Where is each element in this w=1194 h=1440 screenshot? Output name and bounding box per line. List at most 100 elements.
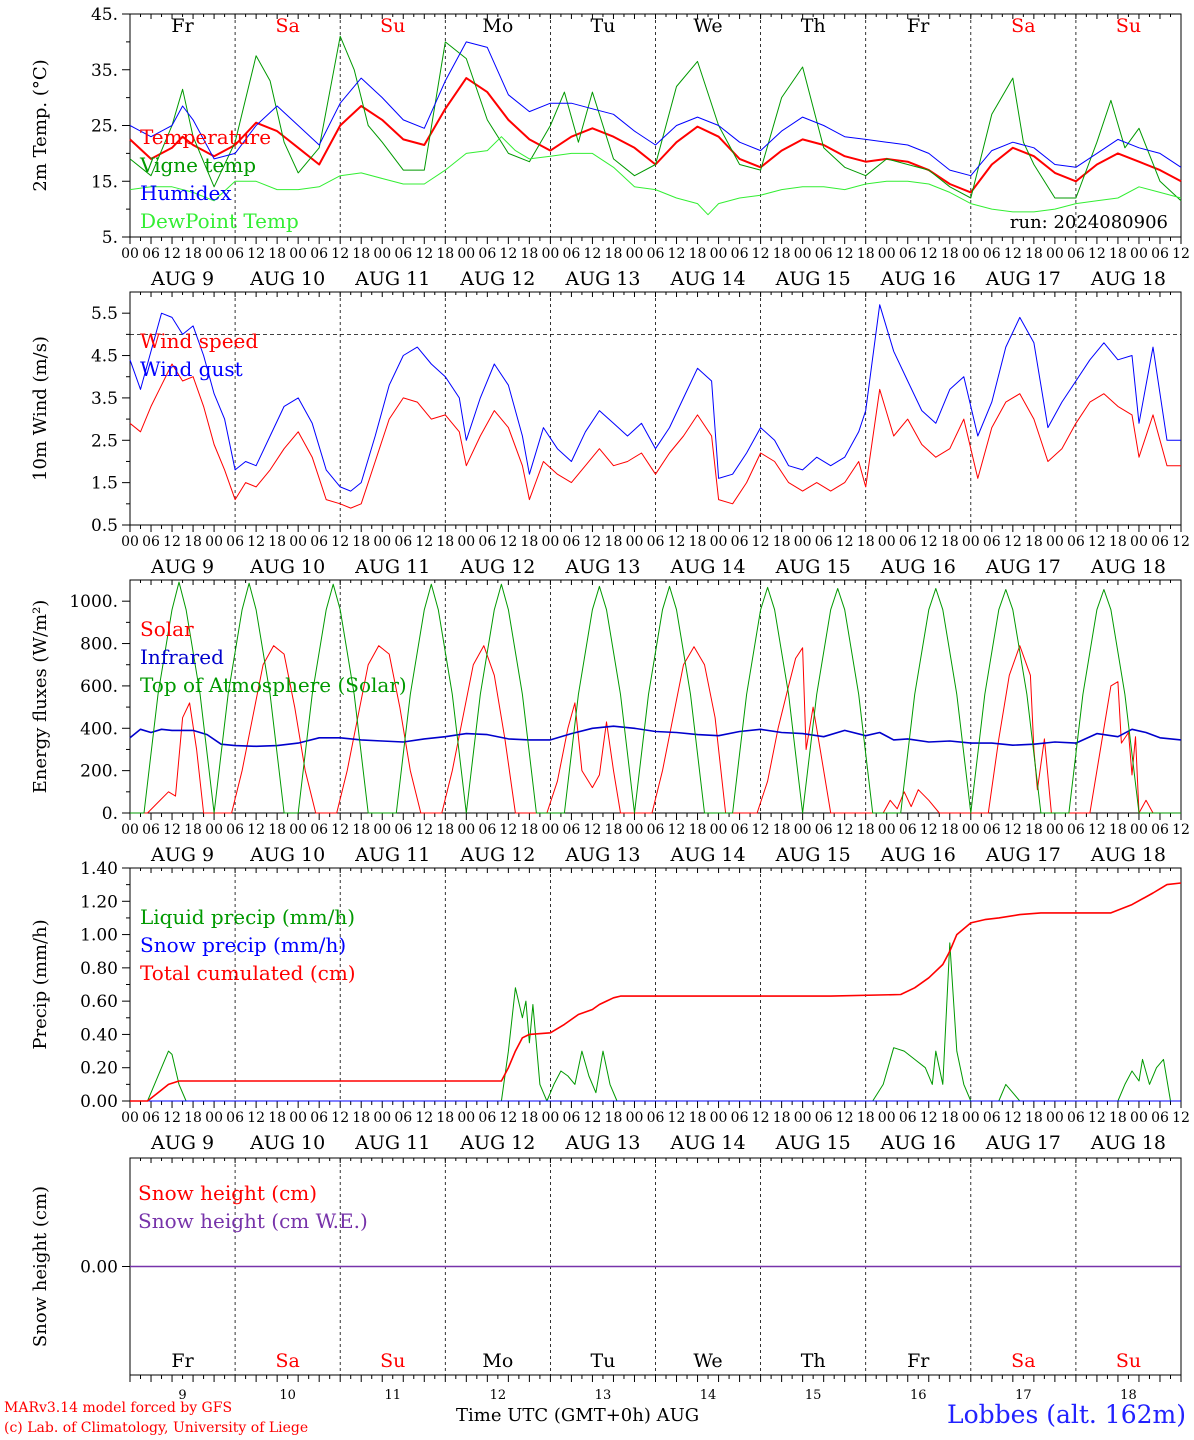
wind-hour-label: 06 xyxy=(731,534,749,550)
temp-hour-label: 18 xyxy=(268,246,286,262)
snow-legend-entry: Snow height (cm W.E.) xyxy=(138,1209,368,1233)
temp-hour-label: 12 xyxy=(499,246,517,262)
wind-hour-label: 12 xyxy=(415,534,433,550)
energy-hour-label: 18 xyxy=(605,822,623,838)
temp-day-of-week-label: Th xyxy=(801,15,826,37)
energy-hour-label: 00 xyxy=(373,822,391,838)
snow-day-number-label: 11 xyxy=(384,1388,401,1403)
energy-hour-label: 18 xyxy=(352,822,370,838)
energy-y-tick-label: 200. xyxy=(80,762,118,782)
wind-date-label: AUG 11 xyxy=(354,556,430,578)
precip-hour-label: 06 xyxy=(142,1110,160,1126)
wind-hour-label: 12 xyxy=(752,534,770,550)
snow-day-number-label: 17 xyxy=(1015,1388,1032,1403)
precip-hour-label: 18 xyxy=(352,1110,370,1126)
temp-hour-label: 18 xyxy=(436,246,454,262)
precip-hour-label: 00 xyxy=(121,1110,139,1126)
energy-hour-label: 00 xyxy=(794,822,812,838)
temp-hour-label: 18 xyxy=(520,246,538,262)
wind-hour-label: 18 xyxy=(689,534,707,550)
temp-legend-entry: Vigne temp xyxy=(139,153,256,177)
energy-legend-entry: Solar xyxy=(140,617,194,641)
temp-plot-frame xyxy=(129,13,1182,238)
snow-day-of-week-label: Mo xyxy=(482,1350,513,1372)
temp-day-of-week-label: Sa xyxy=(1011,15,1035,37)
energy-hour-label: 00 xyxy=(626,822,644,838)
precip-date-label: AUG 16 xyxy=(880,1132,956,1154)
x-axis-title: Time UTC (GMT+0h) AUG xyxy=(456,1405,700,1426)
wind-hour-label: 06 xyxy=(142,534,160,550)
energy-y-tick-label: 0. xyxy=(102,804,118,824)
precip-hour-label: 18 xyxy=(268,1110,286,1126)
wind-hour-label: 06 xyxy=(1067,534,1085,550)
temp-hour-label: 00 xyxy=(710,246,728,262)
temp-date-label: AUG 14 xyxy=(669,268,745,290)
temp-date-label: AUG 10 xyxy=(249,268,325,290)
temp-day-of-week-label: Sa xyxy=(275,15,299,37)
snow-day-number-label: 13 xyxy=(595,1388,612,1403)
snow-day-number-label: 18 xyxy=(1120,1388,1137,1403)
wind-hour-label: 06 xyxy=(226,534,244,550)
precip-hour-label: 12 xyxy=(415,1110,433,1126)
temp-hour-label: 06 xyxy=(142,246,160,262)
precip-hour-label: 00 xyxy=(1046,1110,1064,1126)
snow-day-of-week-label: Sa xyxy=(1011,1350,1035,1372)
precip-hour-label: 06 xyxy=(563,1110,581,1126)
snow-day-of-week-label: Tu xyxy=(590,1350,615,1372)
precip-hour-label: 12 xyxy=(1004,1110,1022,1126)
wind-hour-label: 00 xyxy=(626,534,644,550)
wind-date-label: AUG 9 xyxy=(150,556,214,578)
precip-date-label: AUG 12 xyxy=(459,1132,535,1154)
energy-hour-label: 06 xyxy=(815,822,833,838)
station-label: Lobbes (alt. 162m) xyxy=(946,1400,1186,1429)
temp-y-tick-label: 25. xyxy=(91,117,118,137)
temp-hour-label: 18 xyxy=(1109,246,1127,262)
temp-hour-label: 12 xyxy=(1004,246,1022,262)
energy-y-tick-label: 400. xyxy=(80,719,118,739)
wind-date-label: AUG 16 xyxy=(880,556,956,578)
wind-hour-label: 18 xyxy=(857,534,875,550)
wind-hour-label: 18 xyxy=(1109,534,1127,550)
precip-hour-label: 18 xyxy=(1025,1110,1043,1126)
energy-hour-label: 12 xyxy=(247,822,265,838)
precip-hour-label: 12 xyxy=(163,1110,181,1126)
temp-y-tick-label: 15. xyxy=(91,172,118,192)
temp-hour-label: 00 xyxy=(205,246,223,262)
temp-date-label: AUG 17 xyxy=(985,268,1061,290)
energy-date-label: AUG 10 xyxy=(249,844,325,866)
temp-hour-label: 18 xyxy=(689,246,707,262)
temp-hour-label: 06 xyxy=(815,246,833,262)
wind-hour-label: 06 xyxy=(815,534,833,550)
energy-hour-label: 06 xyxy=(1067,822,1085,838)
temp-hour-label: 12 xyxy=(836,246,854,262)
temp-day-of-week-label: Su xyxy=(380,15,405,37)
precip-hour-label: 00 xyxy=(878,1110,896,1126)
temp-hour-label: 18 xyxy=(352,246,370,262)
wind-hour-label: 06 xyxy=(983,534,1001,550)
precip-hour-label: 06 xyxy=(310,1110,328,1126)
temp-day-of-week-label: Tu xyxy=(590,15,615,37)
wind-hour-label: 06 xyxy=(647,534,665,550)
energy-hour-label: 18 xyxy=(520,822,538,838)
energy-series-line xyxy=(130,645,1181,814)
wind-hour-label: 18 xyxy=(605,534,623,550)
snow-day-of-week-label: Fr xyxy=(171,1350,194,1372)
energy-hour-label: 06 xyxy=(731,822,749,838)
energy-date-label: AUG 17 xyxy=(985,844,1061,866)
run-label: run: 2024080906 xyxy=(1010,212,1168,233)
wind-series-line xyxy=(129,304,1181,492)
precip-hour-label: 12 xyxy=(668,1110,686,1126)
temp-hour-label: 12 xyxy=(668,246,686,262)
energy-date-label: AUG 15 xyxy=(775,844,851,866)
wind-hour-label: 12 xyxy=(499,534,517,550)
snow-day-number-label: 16 xyxy=(910,1388,927,1403)
precip-hour-label: 00 xyxy=(962,1110,980,1126)
temp-y-tick-label: 35. xyxy=(91,61,118,81)
energy-hour-label: 18 xyxy=(689,822,707,838)
energy-hour-label: 12 xyxy=(1172,822,1190,838)
wind-hour-label: 12 xyxy=(331,534,349,550)
precip-hour-label: 18 xyxy=(1109,1110,1127,1126)
wind-hour-label: 00 xyxy=(541,534,559,550)
temp-hour-label: 12 xyxy=(163,246,181,262)
